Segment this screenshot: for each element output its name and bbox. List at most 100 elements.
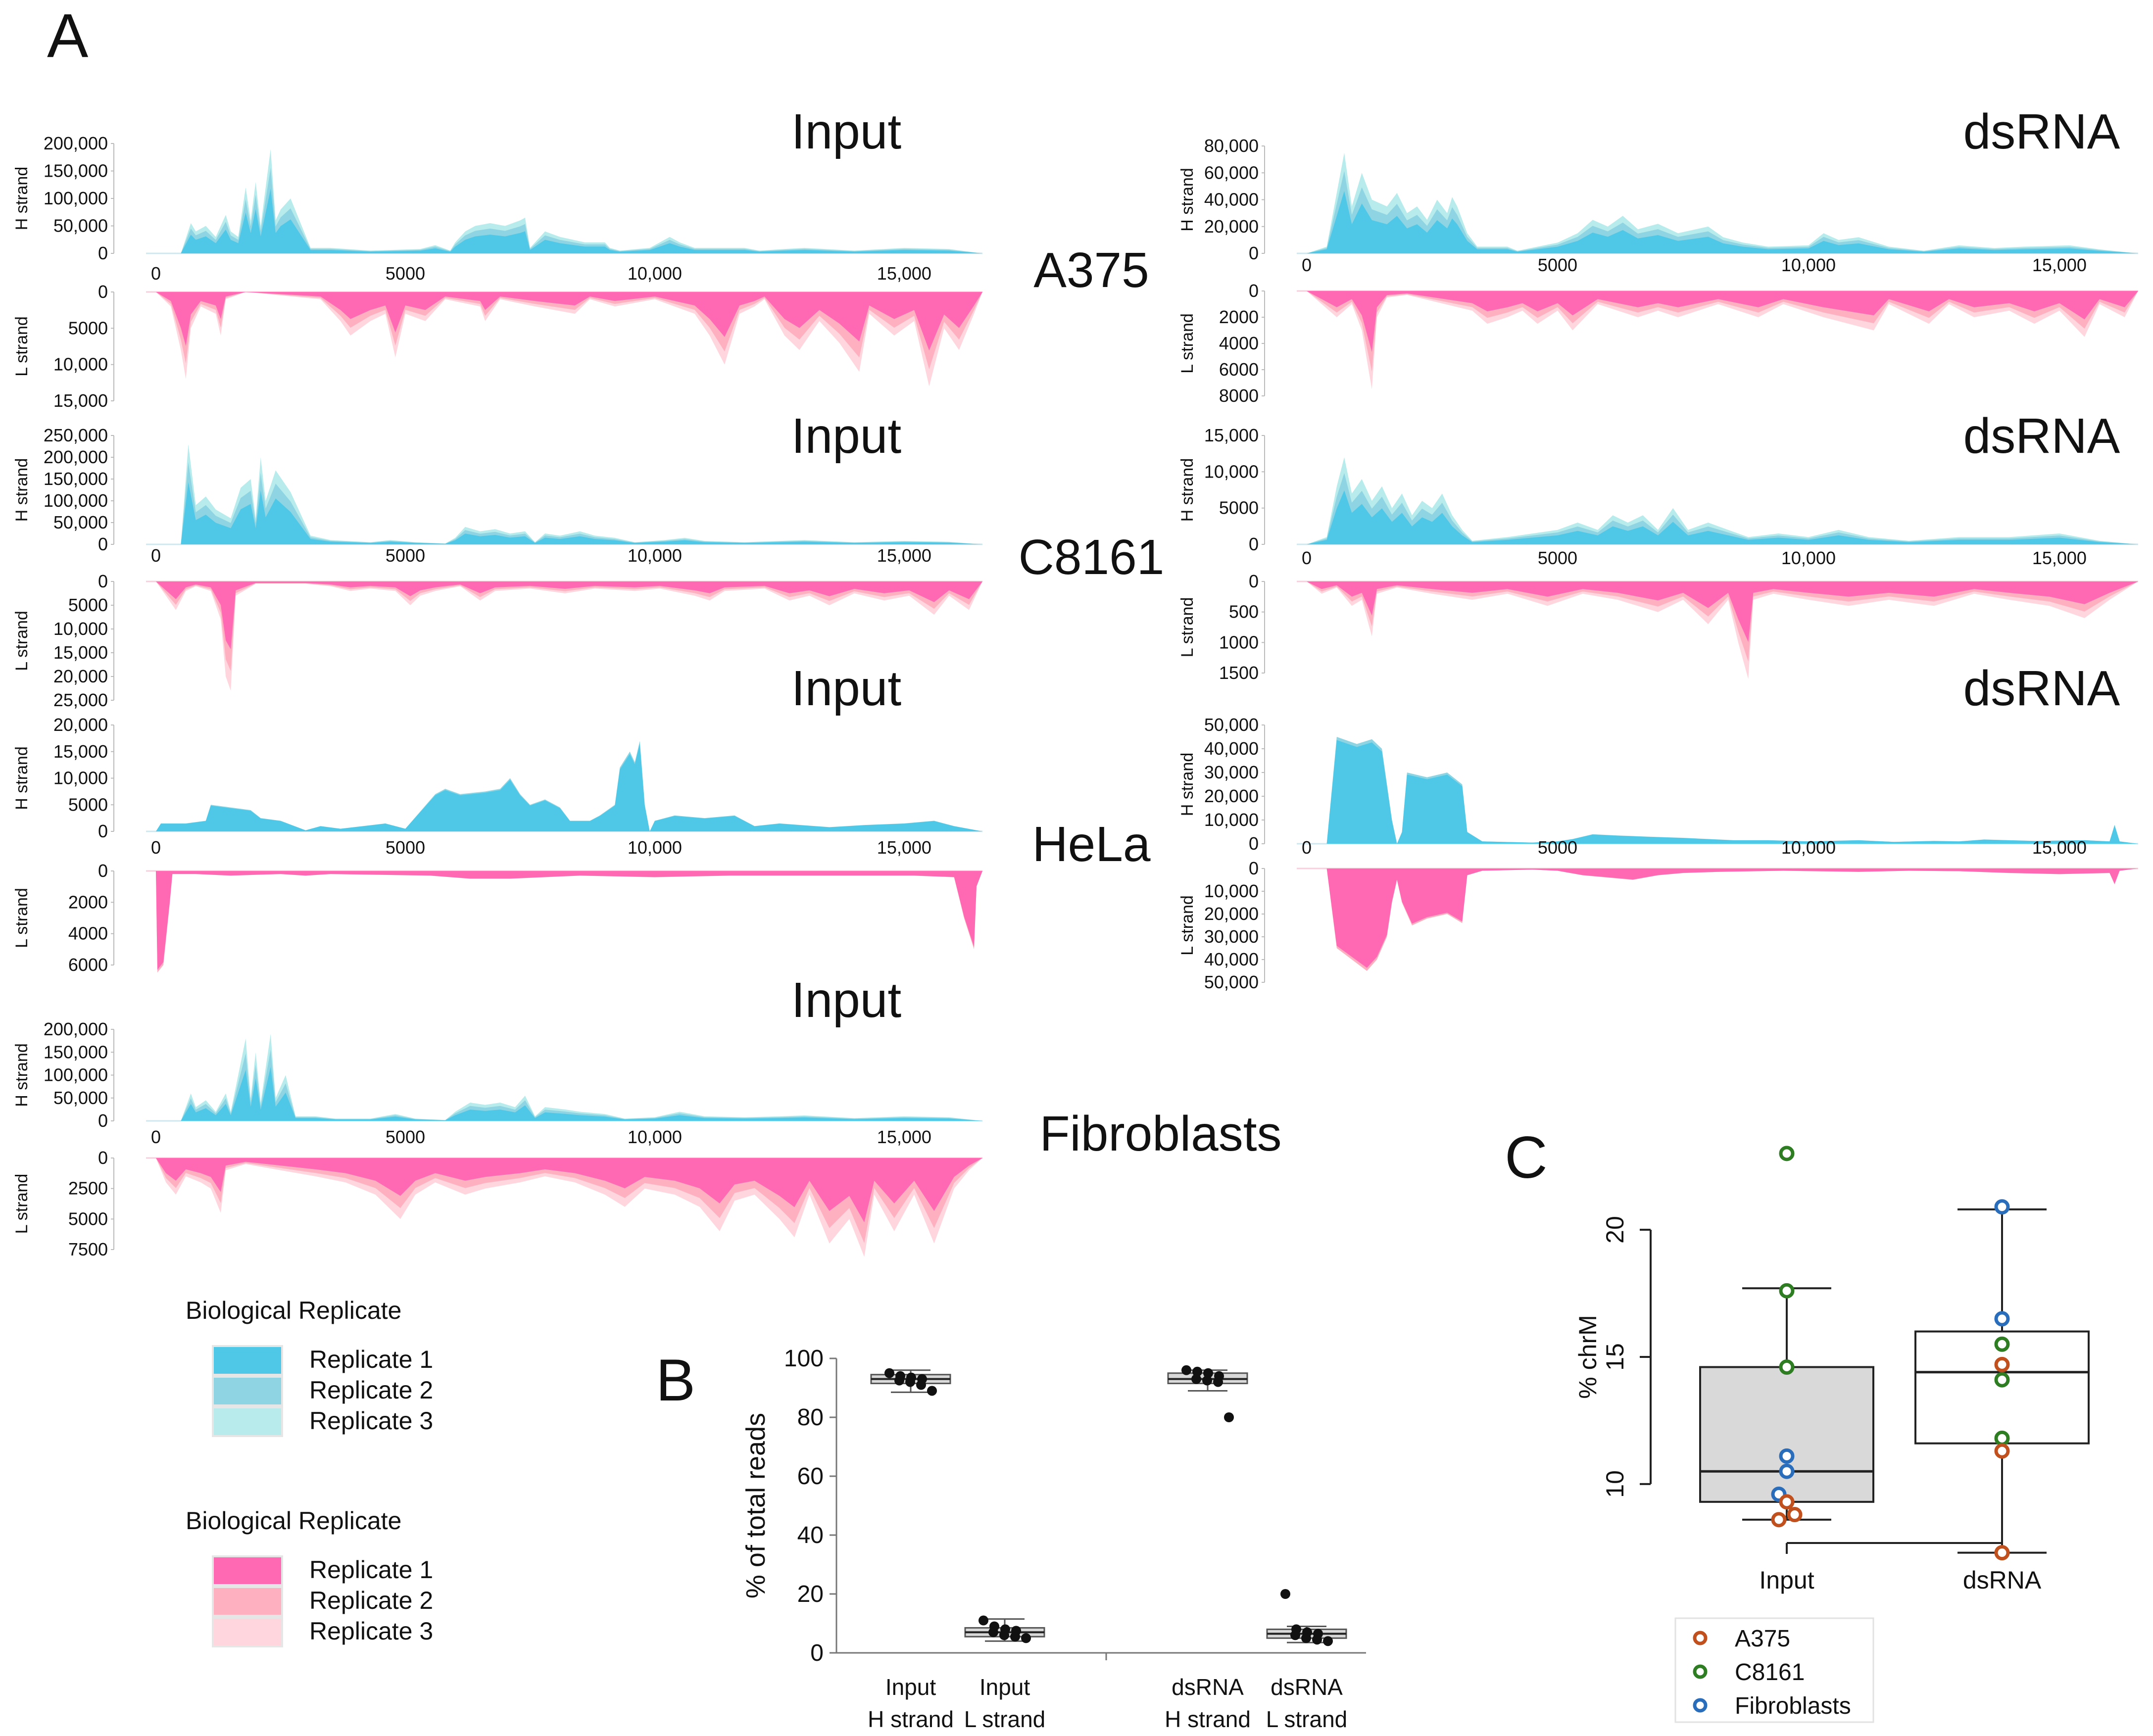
y-tick-label: 5000 (68, 794, 108, 815)
y-tick-label: 50,000 (53, 512, 108, 532)
column-title-input: Input (791, 104, 902, 159)
data-point (1280, 1589, 1290, 1599)
y-tick-label: 50,000 (1204, 715, 1259, 735)
y-tick-label: 0 (98, 243, 108, 263)
strand-label: H strand (12, 458, 31, 522)
x-tick-label: 15,000 (2032, 255, 2087, 275)
legend-l-strand: Biological Replicate Replicate 1 Replicate… (186, 1507, 433, 1647)
y-tick-label: 4000 (68, 923, 108, 944)
x-tick-label: 5000 (1538, 255, 1577, 275)
column-title-input: Input (791, 661, 902, 716)
data-point (884, 1368, 894, 1378)
point-fibroblasts (1779, 1448, 1795, 1464)
y-tick-label: 200,000 (44, 133, 108, 153)
y-tick-label: 5000 (68, 1208, 108, 1229)
y-tick-label: 0 (98, 1148, 108, 1168)
point-c8161 (1779, 1359, 1795, 1375)
x-tick-label: 10,000 (1781, 548, 1836, 568)
point-a375 (1994, 1356, 2010, 1372)
area-replicate-3 (156, 581, 982, 649)
legend-swatch (212, 1586, 283, 1617)
y-tick-label: 250,000 (44, 425, 108, 445)
y-tick-label: 25,000 (53, 690, 108, 710)
area-replicate-1 (156, 871, 982, 973)
x-tick-label: 5000 (386, 545, 425, 566)
area-replicate-3 (1307, 490, 2138, 544)
legend-marker (1693, 1631, 1708, 1645)
box-3 (1167, 1365, 1248, 1422)
y-tick-label: 15,000 (53, 642, 108, 663)
y-tick-label: 10,000 (1204, 461, 1259, 482)
y-tick-label: 200,000 (44, 447, 108, 467)
x-category-label: dsRNA (1963, 1566, 2042, 1594)
point-c8161 (1779, 1283, 1795, 1299)
box-1 (870, 1368, 951, 1396)
x-tick-label: 15,000 (877, 837, 931, 858)
y-tick-label: 0 (98, 1110, 108, 1131)
area-replicate-3 (1307, 581, 2138, 642)
y-tick-label: 50,000 (53, 1088, 108, 1108)
y-tick-label: 80 (797, 1404, 824, 1431)
column-title-dsrna: dsRNA (1963, 661, 2120, 716)
x-tick-label: 0 (1302, 837, 1312, 858)
strand-label: H strand (12, 746, 31, 810)
data-point (1021, 1633, 1031, 1643)
y-tick-label: 0 (1249, 281, 1259, 301)
point-fibroblasts (1779, 1463, 1795, 1479)
x-tick-label: 15,000 (877, 263, 931, 284)
x-category-label: L strand (964, 1706, 1046, 1732)
y-tick-label: 100 (784, 1346, 824, 1372)
legend-swatch (212, 1376, 283, 1406)
y-tick-label: 0 (98, 861, 108, 881)
data-point (1202, 1375, 1212, 1386)
y-tick-label: 7500 (68, 1239, 108, 1259)
data-point (988, 1627, 998, 1638)
point-fibroblasts (1994, 1199, 2010, 1215)
legend-swatch (212, 1345, 283, 1376)
legend-c: A375 C8161 Fibroblasts (1674, 1617, 1874, 1723)
data-point (1301, 1633, 1311, 1643)
y-tick-label: 100,000 (44, 188, 108, 208)
cell-line-label: A375 (1033, 242, 1149, 298)
area-replicate-2 (1307, 868, 2138, 968)
y-tick-label: 40 (797, 1522, 824, 1548)
panel-label-c: C (1505, 1124, 1548, 1191)
strand-label: L strand (12, 888, 31, 948)
point-a375 (1771, 1512, 1787, 1528)
x-tick-label: 10,000 (628, 263, 682, 284)
y-tick-label: 8000 (1219, 386, 1259, 406)
data-point (999, 1630, 1009, 1640)
panel-label-b: B (656, 1347, 695, 1413)
track-c8161-dsrna-l: 0 500 1000 1500 L strand (1178, 571, 2138, 683)
legend-item-label: Replicate 2 (309, 1376, 433, 1404)
column-title-input: Input (791, 972, 902, 1028)
legend-box (1674, 1617, 1874, 1723)
area-replicate-3 (156, 1067, 982, 1121)
y-tick-label: 15,000 (1204, 425, 1259, 445)
cell-line-label: Fibroblasts (1039, 1106, 1281, 1161)
y-tick-label: 4000 (1219, 333, 1259, 353)
y-tick-label: 60,000 (1204, 162, 1259, 183)
point-a375 (1994, 1443, 2010, 1459)
y-tick-label: 10,000 (53, 768, 108, 788)
legend-marker (1693, 1664, 1708, 1679)
area-replicate-2 (156, 581, 982, 672)
y-tick-label: 150,000 (44, 1042, 108, 1062)
box-2 (964, 1615, 1045, 1643)
y-tick-label: 1000 (1219, 632, 1259, 652)
legend-h-strand: Biological Replicate Replicate 1 Replicate… (186, 1297, 433, 1437)
x-category-label: H strand (868, 1706, 954, 1732)
data-point (1192, 1366, 1202, 1377)
y-tick-label: 150,000 (44, 469, 108, 489)
x-tick-label: 15,000 (2032, 548, 2087, 568)
x-tick-label: 10,000 (1781, 837, 1836, 858)
y-tick-label: 10,000 (53, 354, 108, 375)
area-replicate-3 (1307, 191, 2138, 253)
y-tick-label: 40,000 (1204, 738, 1259, 759)
track-c8161-input-l: 0 5000 10,000 15,000 20,000 25,000 L strand (12, 571, 982, 710)
y-tick-label: 6000 (68, 955, 108, 975)
y-tick-label: 10,000 (53, 619, 108, 639)
